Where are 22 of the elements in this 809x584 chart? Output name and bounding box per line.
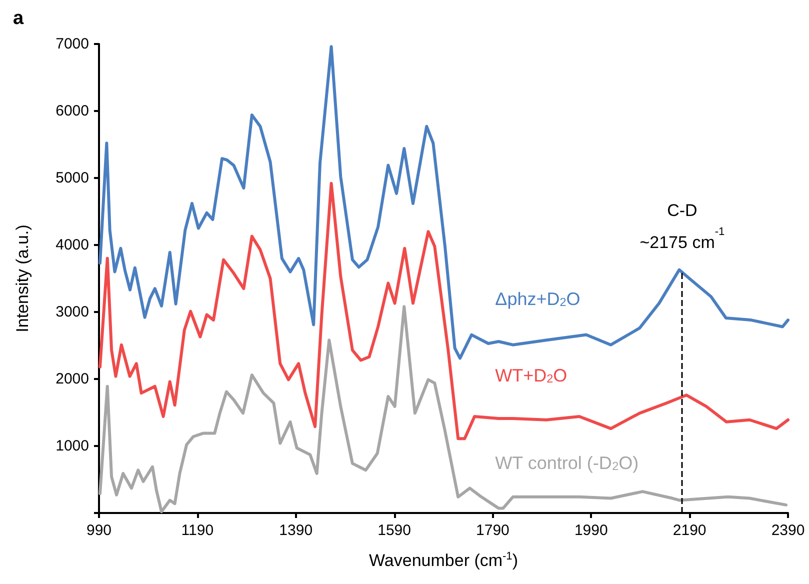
series-label: Δphz+D2O [495, 289, 580, 310]
series-label: WT control (-D2O) [495, 453, 639, 474]
x-tick-label: 2390 [771, 522, 805, 539]
x-tick-label: 1190 [181, 522, 214, 539]
x-tick-label: 1990 [574, 522, 608, 539]
y-tick-label: 4000 [56, 236, 89, 254]
chart-title: a [13, 8, 24, 29]
x-tick-label: 990 [86, 522, 112, 539]
x-tick-label: 1390 [279, 522, 313, 539]
x-tick-label: 1790 [476, 522, 510, 539]
y-tick-label: 7000 [56, 36, 89, 52]
y-tick-label: 3000 [56, 304, 89, 320]
y-tick-label: 6000 [56, 102, 89, 120]
y-axis-title: Intensity (a.u.) [13, 224, 32, 332]
y-tick-label: 2000 [56, 370, 89, 388]
line-series [98, 182, 790, 440]
x-tick-label: 1590 [378, 522, 411, 539]
series-label: WT+D2O [495, 365, 568, 386]
y-tick-label: 5000 [56, 170, 89, 186]
x-tick-label: 2190 [672, 522, 706, 539]
y-tick-label: 1000 [56, 438, 89, 454]
line-series [98, 45, 790, 360]
